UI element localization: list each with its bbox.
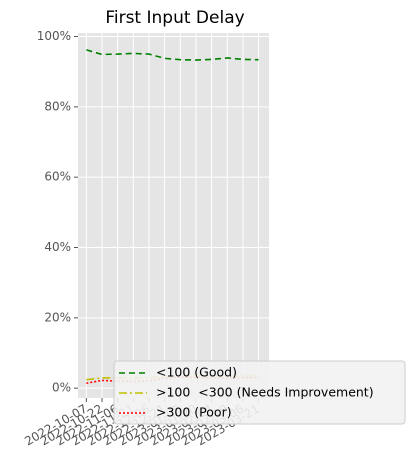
series-line xyxy=(86,49,259,61)
legend-label: <100 (Good) xyxy=(156,365,237,380)
legend-box xyxy=(113,360,406,425)
y-tick-label: 40% xyxy=(44,240,71,254)
legend: <100 (Good) >100 <300 (Needs Improvement)… xyxy=(113,360,406,425)
y-tick-label: 80% xyxy=(44,99,71,113)
y-tick-label: 0% xyxy=(52,381,71,395)
plot-area xyxy=(78,33,269,398)
chart-title: First Input Delay xyxy=(105,8,244,28)
y-tick-label: 60% xyxy=(44,170,71,184)
y-tick-label: 20% xyxy=(44,310,71,324)
y-tick-label: 100% xyxy=(37,29,71,43)
legend-label: >100 <300 (Needs Improvement) xyxy=(156,385,374,400)
legend-label: >300 (Poor) xyxy=(156,405,232,420)
